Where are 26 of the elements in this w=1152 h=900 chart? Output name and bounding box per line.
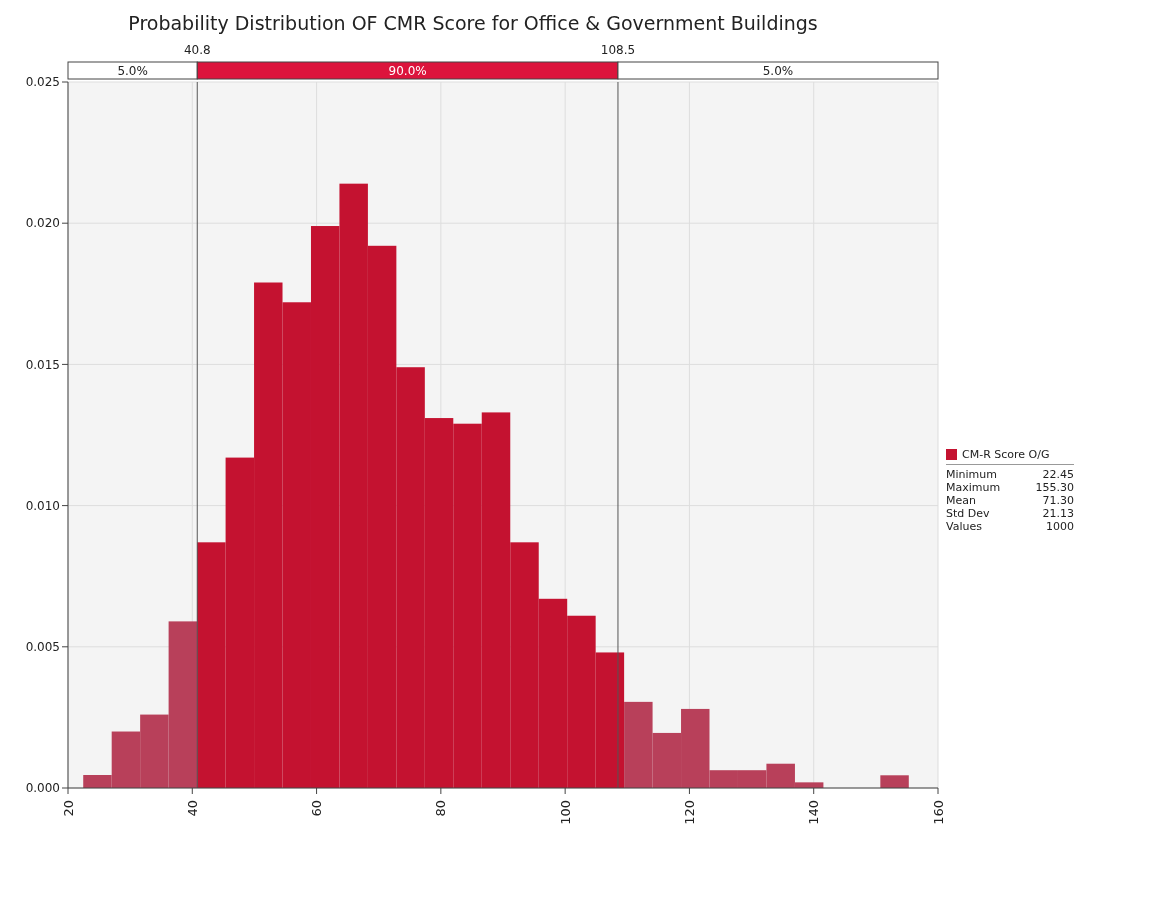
text: Maximum 155.30 — [946, 481, 1074, 494]
text: Minimum 22.45 — [946, 468, 1074, 481]
x-tick-label: 80 — [433, 800, 449, 817]
x-tick-label: 60 — [309, 800, 325, 817]
percentile-strip-segment: 5.0% — [67, 61, 198, 80]
chart-title: Probability Distribution OF CMR Score for Office & Government Buildings — [127, 11, 819, 36]
text: Mean 71.30 — [946, 494, 1074, 507]
ref-line-label: 108.5 — [600, 43, 636, 57]
y-tick-label: 0.020 — [25, 216, 60, 231]
y-tick-label: 0.015 — [25, 357, 60, 372]
percentile-strip-segment: 90.0% — [196, 61, 619, 80]
x-tick-label: 40 — [184, 800, 200, 817]
y-tick-label: 0.005 — [25, 640, 60, 655]
ref-line-label: 40.8 — [183, 43, 211, 57]
x-tick-label: 160 — [930, 800, 946, 825]
x-tick-label: 100 — [557, 800, 573, 825]
y-tick-label: 0.000 — [25, 781, 60, 796]
percentile-strip-segment: 5.0% — [617, 61, 939, 80]
text: Std Dev 21.13 — [946, 507, 1074, 520]
x-tick-label: 120 — [681, 800, 697, 825]
x-tick-label: 20 — [60, 800, 76, 817]
y-tick-label: 0.025 — [25, 75, 60, 90]
legend-label: CM-R Score O/G — [962, 448, 1050, 461]
y-tick-label: 0.010 — [25, 498, 60, 513]
text: Values 1000 — [946, 520, 1074, 533]
x-tick-label: 140 — [806, 800, 822, 825]
